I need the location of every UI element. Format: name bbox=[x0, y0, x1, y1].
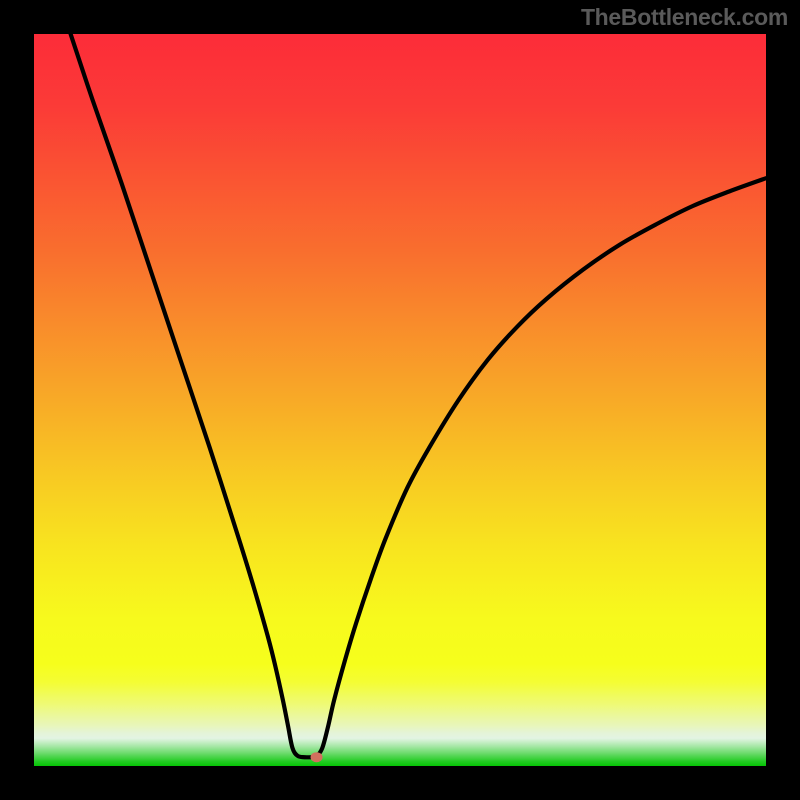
plot-area bbox=[34, 34, 766, 766]
plot-svg bbox=[34, 34, 766, 766]
gradient-background bbox=[34, 34, 766, 766]
min-point-marker bbox=[311, 752, 323, 762]
watermark-text: TheBottleneck.com bbox=[581, 4, 788, 31]
chart-frame: TheBottleneck.com bbox=[0, 0, 800, 800]
